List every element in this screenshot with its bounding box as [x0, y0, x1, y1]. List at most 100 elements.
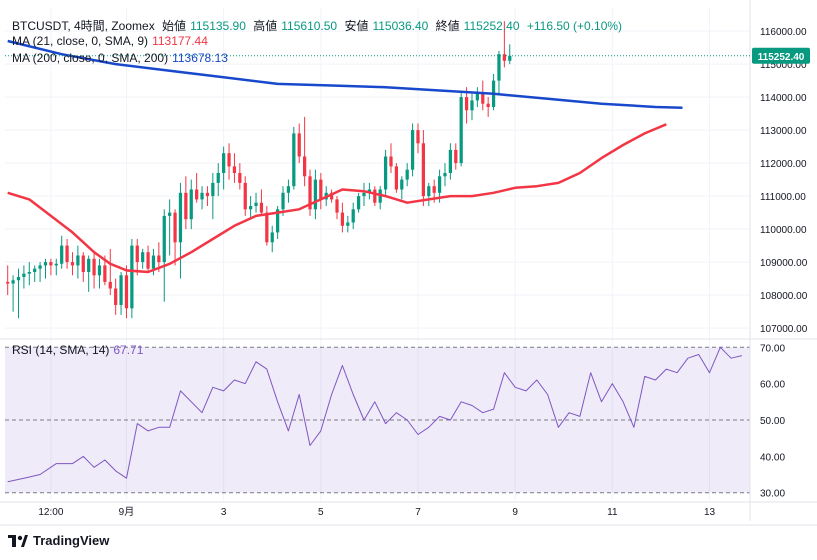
time-tick-label: 11 — [607, 507, 618, 518]
candle-body — [184, 192, 188, 220]
candle-body — [22, 273, 26, 277]
candle-body — [281, 192, 285, 210]
candle-body — [33, 268, 37, 272]
time-tick-label: 13 — [704, 507, 716, 518]
last-price-badge — [752, 47, 810, 64]
price-tick-label: 107000.00 — [760, 324, 808, 335]
ma200-legend[interactable]: MA (200, close, 0, SMA, 200) 113678.13 — [12, 51, 232, 65]
candle-body — [146, 252, 150, 269]
close-value: 115252.40 — [463, 19, 520, 33]
candle-body — [351, 209, 355, 223]
price-tick-label: 116000.00 — [760, 27, 807, 38]
rsi-tick-label: 50.00 — [760, 416, 785, 427]
candle-body — [130, 245, 134, 309]
ohlc-header: BTCUSDT, 4時間, Zoomex 始値 115135.90 高値 11561… — [12, 17, 626, 34]
candle-body — [60, 245, 64, 264]
candle-body — [416, 130, 420, 144]
candle-body — [389, 156, 393, 167]
candle-body — [362, 192, 366, 197]
candle-body — [173, 212, 177, 243]
candle-body — [232, 166, 237, 173]
candle-body — [222, 153, 226, 173]
candle-body — [195, 189, 199, 200]
rsi-label: RSI (14, SMA, 14) — [12, 343, 110, 357]
open-label: 始値 — [162, 19, 187, 33]
ma200-value: 113678.13 — [172, 51, 228, 65]
candle-body — [383, 156, 388, 190]
price-tick-label: 111000.00 — [760, 192, 806, 203]
candle-body — [454, 149, 458, 164]
candle-body — [114, 288, 118, 305]
candle-body — [427, 186, 431, 197]
candle-body — [464, 97, 469, 111]
candle-body — [216, 173, 220, 183]
ma200-label: MA (200, close, 0, SMA, 200) — [12, 51, 169, 65]
price-tick-label: 108000.00 — [760, 291, 808, 302]
candle-body — [211, 182, 215, 197]
time-tick-label: 3 — [221, 507, 227, 518]
ma21-label: MA (21, close, 0, SMA, 9) — [12, 34, 149, 48]
tradingview-logo[interactable]: TradingView — [8, 533, 109, 548]
candle-body — [6, 281, 10, 284]
candle-body — [92, 258, 96, 276]
candle-body — [356, 196, 361, 210]
time-tick-label: 7 — [415, 507, 421, 518]
candle-body — [437, 176, 442, 193]
candle-body — [70, 262, 75, 266]
open-value: 115135.90 — [190, 19, 246, 33]
candle-body — [276, 209, 280, 233]
ma21-legend[interactable]: MA (21, close, 0, SMA, 9) 113177.44 — [12, 34, 212, 48]
ma21-line — [7, 123, 667, 274]
candle-body — [76, 255, 80, 266]
candle-body — [486, 103, 490, 107]
candle-body — [178, 192, 183, 243]
candle-body — [405, 169, 409, 180]
candle-body — [400, 179, 404, 190]
time-tick-label: 9 — [512, 507, 518, 518]
candle-body — [87, 258, 91, 272]
price-tick-label: 112000.00 — [760, 159, 807, 170]
candle-body — [168, 212, 172, 216]
candle-body — [200, 192, 204, 200]
candle-body — [308, 176, 312, 210]
candle-body — [508, 55, 512, 61]
last-price-badge-label: 115252.40 — [758, 52, 805, 63]
rsi-tick-label: 70.00 — [760, 343, 785, 354]
candle-body — [38, 265, 42, 269]
candle-body — [97, 265, 102, 276]
candle-body — [124, 275, 129, 309]
time-tick-label: 9月 — [119, 506, 135, 518]
candle-body — [286, 186, 291, 193]
candle-body — [432, 186, 436, 193]
rsi-line — [7, 346, 743, 483]
high-label: 高値 — [253, 19, 278, 33]
candle-body — [43, 262, 48, 266]
close-label: 終値 — [435, 19, 460, 33]
candle-body — [189, 189, 193, 220]
candle-body — [313, 179, 318, 210]
candle-body — [141, 252, 145, 263]
candle-body — [443, 173, 447, 177]
candle-body — [54, 263, 58, 266]
candle-body — [49, 262, 53, 266]
low-label: 安値 — [344, 19, 369, 33]
rsi-legend[interactable]: RSI (14, SMA, 14) 67.71 — [12, 343, 147, 357]
symbol-label: BTCUSDT, 4時間, Zoomex — [12, 19, 155, 33]
candle-body — [421, 143, 426, 197]
candle-body — [16, 276, 21, 281]
candle-body — [470, 100, 474, 111]
price-tick-label: 110000.00 — [760, 225, 807, 236]
rsi-value: 67.71 — [113, 343, 144, 357]
candle-body — [394, 166, 399, 190]
candle-body — [265, 212, 269, 243]
candle-body — [238, 173, 242, 183]
candle-body — [448, 149, 452, 173]
candle-body — [319, 179, 323, 200]
candle-body — [259, 202, 264, 213]
candle-body — [205, 192, 210, 197]
price-tick-label: 115000.00 — [760, 60, 807, 71]
candle-body — [243, 182, 247, 210]
candle-body — [346, 222, 350, 226]
rsi-tick-label: 30.00 — [760, 489, 785, 500]
